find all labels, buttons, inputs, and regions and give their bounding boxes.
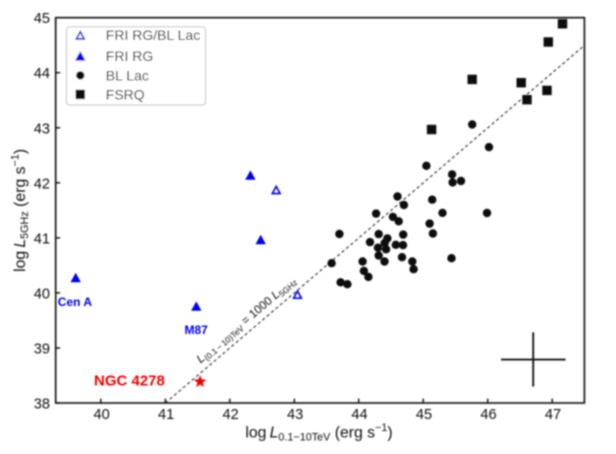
svg-text:46: 46 bbox=[480, 407, 496, 423]
svg-text:40: 40 bbox=[93, 407, 109, 423]
svg-text:41: 41 bbox=[158, 407, 174, 423]
svg-text:39: 39 bbox=[34, 342, 50, 358]
svg-text:NGC 4278: NGC 4278 bbox=[94, 372, 165, 389]
svg-text:42: 42 bbox=[34, 176, 50, 192]
svg-text:45: 45 bbox=[416, 407, 432, 423]
svg-text:45: 45 bbox=[34, 11, 50, 27]
svg-text:M87: M87 bbox=[185, 323, 209, 337]
svg-text:44: 44 bbox=[34, 66, 50, 82]
svg-text:41: 41 bbox=[34, 231, 50, 247]
svg-text:40: 40 bbox=[34, 286, 50, 302]
svg-text:BL Lac: BL Lac bbox=[106, 67, 149, 83]
svg-text:38: 38 bbox=[34, 397, 50, 413]
svg-text:log L0.1−10TeV (erg s−1): log L0.1−10TeV (erg s−1) bbox=[245, 422, 392, 444]
svg-text:log L5GHz (erg s−1): log L5GHz (erg s−1) bbox=[10, 149, 32, 272]
svg-text:44: 44 bbox=[351, 407, 367, 423]
svg-text:43: 43 bbox=[34, 121, 50, 137]
svg-text:FSRQ: FSRQ bbox=[106, 86, 145, 102]
svg-text:FRI RG: FRI RG bbox=[106, 48, 153, 64]
svg-text:42: 42 bbox=[222, 407, 238, 423]
svg-text:43: 43 bbox=[287, 407, 303, 423]
svg-text:47: 47 bbox=[545, 407, 561, 423]
svg-text:Cen A: Cen A bbox=[58, 295, 93, 309]
svg-text:FRI RG/BL Lac: FRI RG/BL Lac bbox=[106, 27, 200, 43]
